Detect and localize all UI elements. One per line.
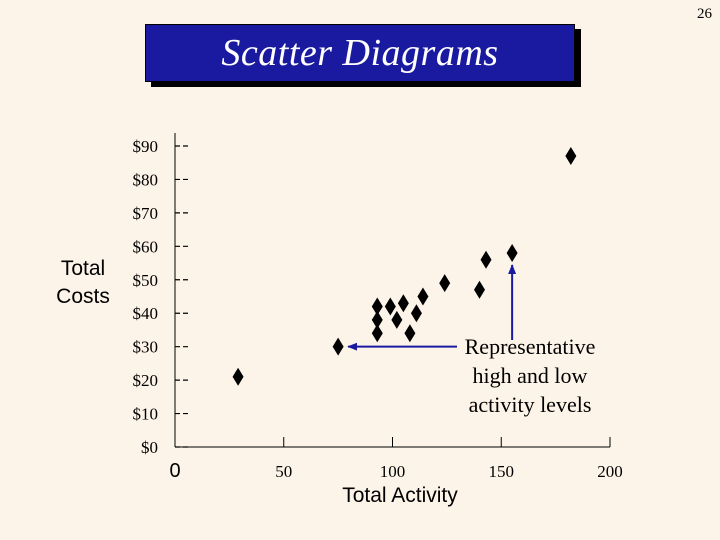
data-point	[384, 297, 396, 316]
data-point	[371, 324, 383, 343]
y-tick-label: $40	[133, 304, 159, 323]
x-tick-label: 150	[489, 462, 515, 481]
page-number: 26	[697, 6, 712, 22]
y-tick-label: $30	[133, 338, 159, 357]
y-tick-label: $0	[141, 438, 158, 457]
data-point	[410, 304, 422, 323]
y-tick-label: $20	[133, 371, 159, 390]
data-point	[391, 310, 403, 329]
data-point	[565, 147, 577, 166]
y-tick-label: $90	[133, 137, 159, 156]
y-tick-label: $10	[133, 405, 159, 424]
data-point	[371, 310, 383, 329]
y-tick-label: $80	[133, 170, 159, 189]
data-point	[480, 250, 492, 269]
data-point	[439, 274, 451, 293]
data-point	[404, 324, 416, 343]
y-tick-label: $60	[133, 237, 159, 256]
x-tick-label: 200	[597, 462, 623, 481]
y-axis-label: Total Costs	[56, 257, 110, 308]
annotation-line-3: activity levels	[468, 392, 592, 417]
data-point	[506, 244, 518, 263]
data-point	[397, 294, 409, 313]
data-point	[332, 337, 344, 356]
annotation-text: Representative high and low activity lev…	[450, 332, 610, 419]
y-tick-label: $50	[133, 271, 159, 290]
x-tick-label: 0	[169, 460, 180, 482]
x-axis-label: Total Activity	[342, 484, 458, 507]
y-tick-label: $70	[133, 204, 159, 223]
data-point	[371, 297, 383, 316]
title-banner: Scatter Diagrams	[145, 24, 575, 82]
x-tick-label: 50	[275, 462, 292, 481]
data-point	[232, 367, 244, 386]
data-point	[474, 280, 485, 299]
slide-title: Scatter Diagrams	[221, 32, 499, 74]
data-point	[417, 287, 429, 306]
annotation-line-2: high and low	[472, 363, 588, 388]
annotation-line-1: Representative	[464, 334, 596, 359]
x-tick-label: 100	[380, 462, 406, 481]
